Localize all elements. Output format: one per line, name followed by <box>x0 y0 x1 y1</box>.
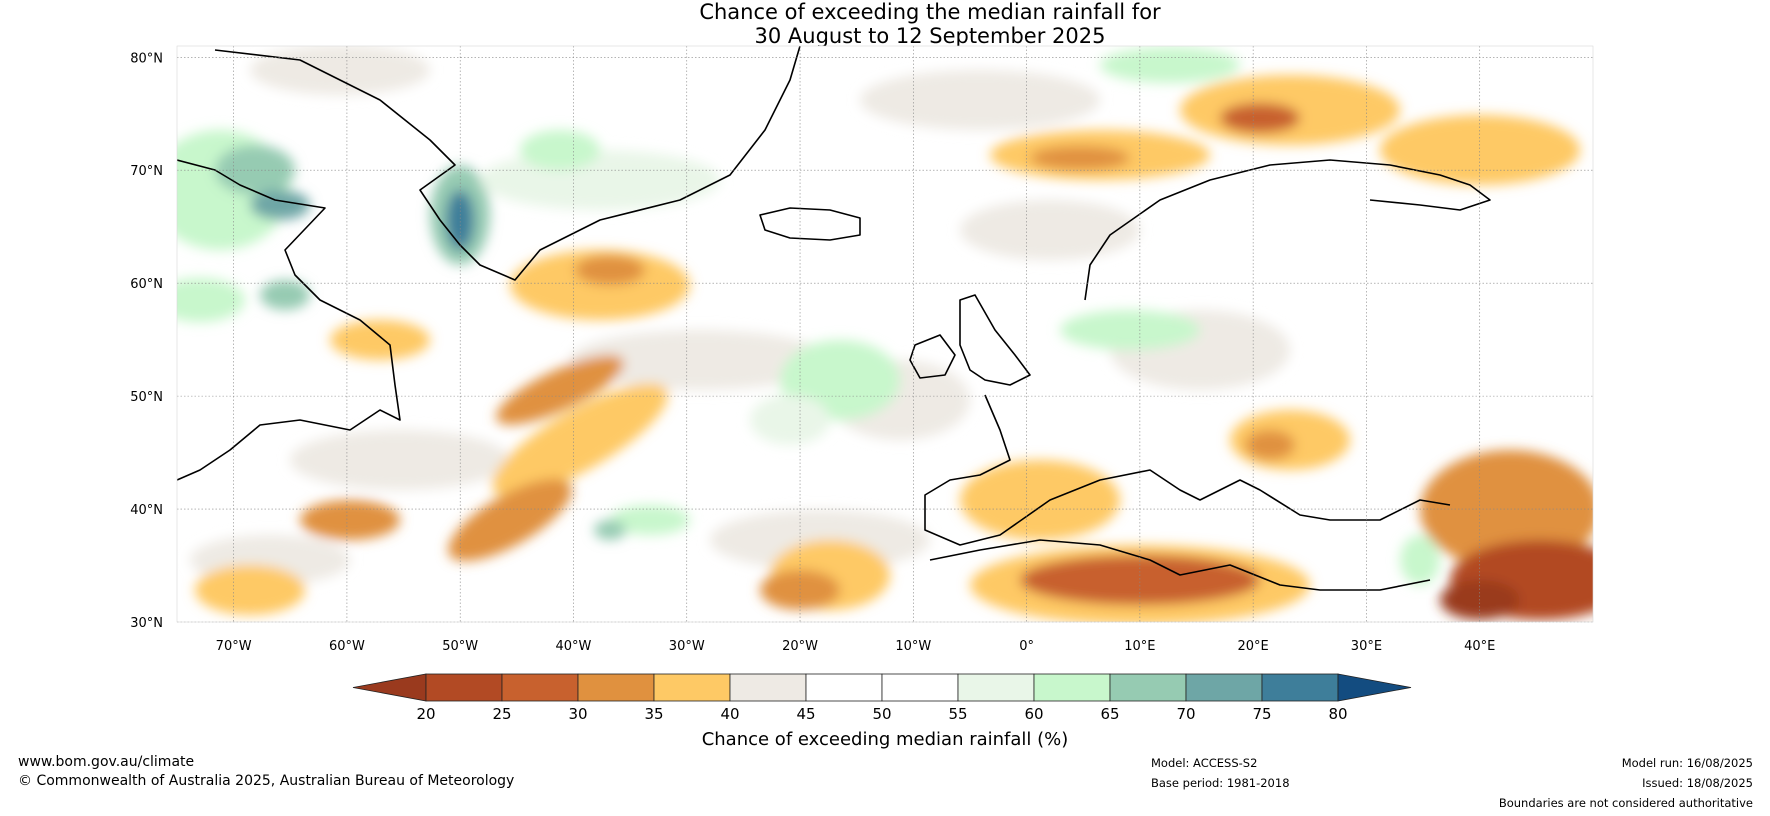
probability-shading <box>177 46 1593 622</box>
colorbar-segment <box>501 673 579 702</box>
footer-model-run: Model run: 16/08/2025 <box>1621 756 1753 770</box>
colorbar-tick-label: 80 <box>1328 705 1347 723</box>
lat-tick-label: 30°N <box>130 616 163 631</box>
lat-tick-label: 80°N <box>130 51 163 66</box>
footer-run-info: Model run: 16/08/2025 Issued: 18/08/2025… <box>1499 753 1753 813</box>
coastline-scandinavia <box>1084 159 1491 301</box>
colorbar-title: Chance of exceeding median rainfall (%) <box>702 729 1069 750</box>
longitude-labels: 70°W 60°W 50°W 40°W 30°W 20°W 10°W 0° 10°E 20°E 30… <box>216 639 1496 654</box>
colorbar-segment <box>805 673 883 702</box>
colorbar-segment <box>577 673 655 702</box>
lon-tick-label: 10°W <box>895 639 931 654</box>
map-frame <box>176 45 1594 623</box>
lon-tick-label: 10°E <box>1124 639 1155 654</box>
map-title-line1: Chance of exceeding the median rainfall … <box>699 0 1161 24</box>
footer-copyright: © Commonwealth of Australia 2025, Austra… <box>18 773 515 789</box>
colorbar-extend-high <box>1337 673 1412 702</box>
footer-left: www.bom.gov.au/climate © Commonwealth of… <box>18 753 514 791</box>
lat-tick-label: 40°N <box>130 503 163 518</box>
lon-tick-label: 30°W <box>669 639 705 654</box>
lon-tick-label: 60°W <box>329 639 365 654</box>
colorbar-tick-label: 50 <box>872 705 891 723</box>
lat-tick-label: 60°N <box>130 277 163 292</box>
footer-disclaimer: Boundaries are not considered authoritat… <box>1498 796 1753 810</box>
colorbar-tick-label: 25 <box>492 705 511 723</box>
colorbar-tick-label: 60 <box>1024 705 1043 723</box>
coastlines <box>177 46 1491 591</box>
colorbar-tick-label: 35 <box>644 705 663 723</box>
colorbar-tick-label: 75 <box>1252 705 1271 723</box>
lon-tick-label: 50°W <box>442 639 478 654</box>
colorbar-segment <box>881 673 959 702</box>
footer-base-period: Base period: 1981-2018 <box>1151 776 1290 790</box>
lon-tick-label: 70°W <box>216 639 252 654</box>
coastline-greenland <box>214 46 801 281</box>
lon-tick-label: 20°E <box>1238 639 1269 654</box>
lon-tick-label: 40°W <box>556 639 592 654</box>
colorbar-tick-label: 20 <box>416 705 435 723</box>
coastline-britain <box>959 294 1031 386</box>
colorbar-extend-low <box>352 673 427 702</box>
colorbar-tick-label: 65 <box>1100 705 1119 723</box>
colorbar-tick-label: 40 <box>720 705 739 723</box>
colorbar-tick-labels: 20 25 30 35 40 45 50 55 60 65 70 75 80 <box>416 705 1347 723</box>
map-title: Chance of exceeding the median rainfall … <box>0 0 1770 48</box>
lon-tick-label: 30°E <box>1351 639 1382 654</box>
colorbar-tick-label: 30 <box>568 705 587 723</box>
colorbar-segment <box>729 673 807 702</box>
lon-tick-label: 40°E <box>1464 639 1495 654</box>
latitude-labels: 80°N 70°N 60°N 50°N 40°N 30°N <box>130 51 163 631</box>
colorbar-tick-label: 45 <box>796 705 815 723</box>
map-panel: 80°N 70°N 60°N 50°N 40°N 30°N 70°W 60°W 50°W 40°… <box>130 45 1594 654</box>
colorbar <box>352 673 1412 702</box>
colorbar-tick-label: 70 <box>1176 705 1195 723</box>
footer-issued: Issued: 18/08/2025 <box>1642 776 1753 790</box>
map-title-line2: 30 August to 12 September 2025 <box>754 24 1106 48</box>
coastline-iberia-mediterranean <box>924 394 1451 546</box>
footer-website: www.bom.gov.au/climate <box>18 754 195 770</box>
lon-tick-label: 0° <box>1019 639 1034 654</box>
lon-tick-label: 20°W <box>782 639 818 654</box>
coastline-iceland <box>759 207 861 241</box>
colorbar-segment <box>425 673 503 702</box>
colorbar-segment <box>957 673 1035 702</box>
colorbar-segment <box>1261 673 1339 702</box>
coastline-canada-east <box>177 159 401 481</box>
colorbar-segment <box>1109 673 1187 702</box>
footer-model: Model: ACCESS-S2 <box>1151 756 1258 770</box>
coastline-ireland <box>909 334 956 379</box>
coastline-north-africa <box>929 539 1431 591</box>
footer-model-info: Model: ACCESS-S2 Base period: 1981-2018 <box>1151 753 1290 793</box>
colorbar-segment <box>653 673 731 702</box>
colorbar-tick-label: 55 <box>948 705 967 723</box>
colorbar-segment <box>1185 673 1263 702</box>
lat-tick-label: 70°N <box>130 164 163 179</box>
colorbar-segment <box>1033 673 1111 702</box>
lat-tick-label: 50°N <box>130 390 163 405</box>
